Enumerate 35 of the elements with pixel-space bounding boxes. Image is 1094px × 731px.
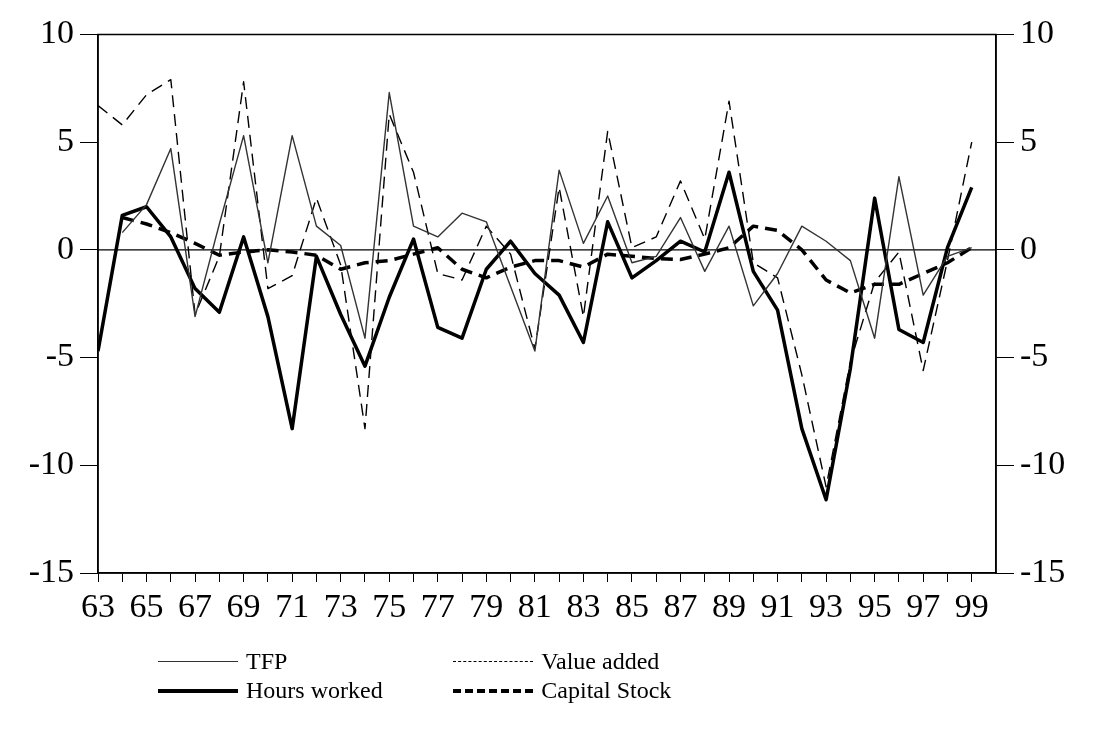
y-tick-label: 5 (57, 121, 74, 159)
legend-label: TFP (246, 648, 288, 675)
x-tick-label: 77 (420, 587, 455, 625)
y-tick-label: -5 (45, 336, 74, 374)
x-tick-label: 75 (372, 587, 407, 625)
y-tick-label: 10 (40, 13, 74, 51)
y2-tick-label: -5 (1020, 336, 1049, 374)
x-tick-label: 63 (81, 587, 115, 625)
y2-tick-label: 5 (1020, 121, 1037, 159)
x-tick-label: 65 (129, 587, 164, 625)
x-tick-label: 73 (323, 587, 358, 625)
y-tick-label: -15 (28, 551, 74, 589)
legend-label: Hours worked (246, 677, 383, 704)
y2-tick-label: 10 (1020, 13, 1054, 51)
x-tick-label: 69 (226, 587, 261, 625)
x-tick-label: 67 (178, 587, 213, 625)
x-tick-label: 81 (517, 587, 552, 625)
x-tick-label: 85 (614, 587, 649, 625)
x-tick-label: 79 (469, 587, 504, 625)
y2-tick-label: 0 (1020, 228, 1037, 266)
x-tick-label: 95 (857, 587, 892, 625)
legend-label: Value added (541, 648, 660, 675)
x-tick-label: 99 (954, 587, 989, 625)
x-tick-label: 87 (663, 587, 698, 625)
y-tick-label: -10 (28, 444, 74, 482)
x-tick-label: 91 (760, 587, 795, 625)
x-tick-label: 89 (712, 587, 747, 625)
x-tick-label: 71 (275, 587, 310, 625)
x-tick-label: 97 (906, 587, 941, 625)
x-tick-label: 93 (809, 587, 844, 625)
y2-tick-label: -15 (1020, 551, 1066, 589)
y-tick-label: 0 (57, 228, 74, 266)
legend-label: Capital Stock (541, 677, 672, 704)
y2-tick-label: -10 (1020, 444, 1066, 482)
x-tick-label: 83 (566, 587, 601, 625)
